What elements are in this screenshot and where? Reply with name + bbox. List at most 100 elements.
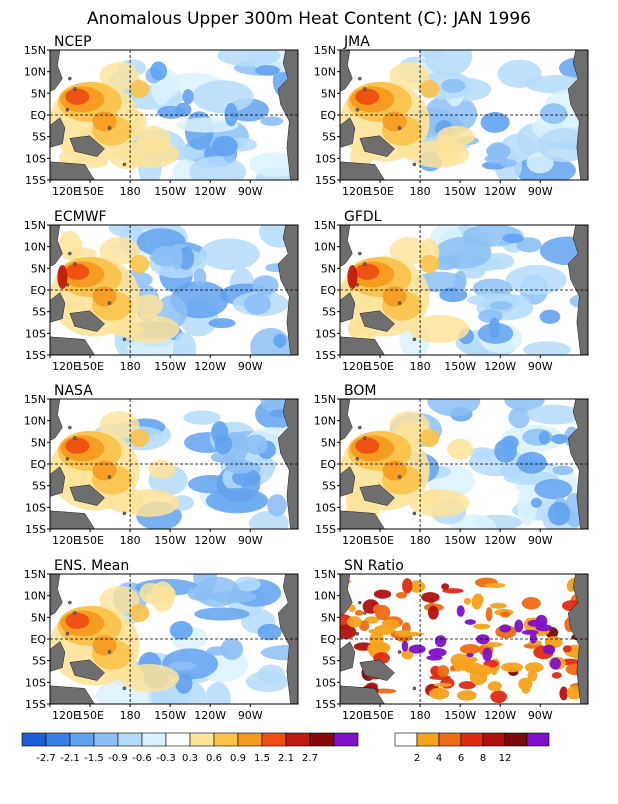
panel-label: SN Ratio — [344, 558, 404, 574]
y-tick-label: 10N — [24, 590, 46, 603]
y-tick-label: 15N — [24, 44, 46, 57]
y-tick-label: EQ — [320, 458, 336, 471]
colorbar-swatch — [165, 732, 191, 747]
y-tick-label: 5S — [32, 480, 46, 493]
x-tick-label: 90W — [528, 534, 553, 547]
y-tick-label: 10S — [25, 501, 46, 514]
x-tick-label: 150E — [366, 185, 394, 198]
x-tick-label: 120W — [194, 185, 226, 198]
map-field — [340, 399, 588, 529]
panel-label: BOM — [344, 383, 376, 399]
y-tick-label: EQ — [30, 458, 46, 471]
panel-label: NASA — [54, 383, 93, 399]
map-field — [340, 50, 588, 180]
x-tick-label: 120W — [484, 534, 516, 547]
panel-label: NCEP — [54, 34, 92, 50]
y-tick-label: 5N — [321, 436, 336, 449]
colorbar-swatch — [482, 732, 506, 747]
x-tick-label: 150W — [154, 185, 186, 198]
map-field — [50, 50, 298, 180]
colorbar-swatch — [285, 732, 311, 747]
colorbar-label: 0.3 — [182, 753, 198, 764]
y-tick-label: 10S — [315, 152, 336, 165]
colorbar-swatch — [333, 732, 359, 747]
y-tick-label: 15N — [24, 568, 46, 581]
y-tick-label: EQ — [320, 284, 336, 297]
y-tick-label: 10N — [24, 415, 46, 428]
y-tick-label: 5S — [322, 480, 336, 493]
y-tick-label: 10N — [24, 241, 46, 254]
y-tick-label: EQ — [320, 633, 336, 646]
colorbar-label: -1.5 — [84, 753, 104, 764]
colorbar-label: -0.6 — [132, 753, 152, 764]
x-tick-label: 120E — [342, 709, 370, 722]
y-tick-label: 10N — [314, 415, 336, 428]
y-tick-label: 15S — [25, 174, 46, 187]
colorbar-swatch — [526, 732, 550, 747]
x-tick-label: 120W — [484, 185, 516, 198]
y-tick-label: 5N — [321, 262, 336, 275]
panel-label: ECMWF — [54, 209, 107, 225]
x-tick-label: 90W — [528, 709, 553, 722]
y-tick-label: 5S — [322, 306, 336, 319]
colorbar-swatch — [504, 732, 528, 747]
y-tick-label: 5S — [322, 131, 336, 144]
colorbar-swatch — [213, 732, 239, 747]
y-tick-label: 15N — [314, 568, 336, 581]
y-tick-label: 10N — [314, 241, 336, 254]
x-tick-label: 150E — [366, 709, 394, 722]
x-tick-label: 150W — [444, 185, 476, 198]
colorbar-label: -2.7 — [36, 753, 56, 764]
colorbar-swatch — [117, 732, 143, 747]
x-tick-label: 180 — [410, 534, 431, 547]
y-tick-label: 10S — [25, 327, 46, 340]
x-tick-label: 120W — [484, 709, 516, 722]
y-tick-label: 5N — [31, 436, 46, 449]
x-tick-label: 90W — [528, 185, 553, 198]
y-tick-label: 15N — [24, 219, 46, 232]
x-tick-label: 90W — [238, 534, 263, 547]
colorbar-label: 4 — [436, 753, 442, 764]
colorbar-label: 2.7 — [302, 753, 318, 764]
colorbar-label: 0.6 — [206, 753, 222, 764]
x-tick-label: 180 — [120, 185, 141, 198]
colorbar-label: -2.1 — [60, 753, 80, 764]
colorbar-label: 1.5 — [254, 753, 270, 764]
map-field — [50, 574, 298, 704]
colorbar-label: 2 — [414, 753, 420, 764]
figure-title: Anomalous Upper 300m Heat Content (C): J… — [87, 9, 531, 29]
y-tick-label: 15S — [315, 174, 336, 187]
y-tick-label: 10N — [24, 66, 46, 79]
y-tick-label: 5S — [32, 306, 46, 319]
colorbar-swatch — [261, 732, 287, 747]
colorbar-label: 6 — [458, 753, 464, 764]
y-tick-label: 10N — [314, 590, 336, 603]
colorbar-swatch — [460, 732, 484, 747]
y-tick-label: 10S — [315, 676, 336, 689]
colorbar-swatch — [416, 732, 440, 747]
y-tick-label: 10S — [315, 501, 336, 514]
y-tick-label: 10S — [315, 327, 336, 340]
x-tick-label: 120W — [194, 360, 226, 373]
x-tick-label: 120E — [52, 360, 80, 373]
x-tick-label: 150E — [76, 360, 104, 373]
y-tick-label: EQ — [30, 633, 46, 646]
map-field — [340, 225, 588, 355]
colorbar-swatch — [141, 732, 167, 747]
x-tick-label: 180 — [410, 185, 431, 198]
x-tick-label: 90W — [528, 360, 553, 373]
x-tick-label: 120W — [194, 709, 226, 722]
x-tick-label: 150W — [444, 534, 476, 547]
x-tick-label: 180 — [120, 360, 141, 373]
y-tick-label: 15S — [25, 698, 46, 711]
x-tick-label: 150E — [366, 534, 394, 547]
panel-label: GFDL — [344, 209, 382, 225]
colorbar-label: -0.3 — [156, 753, 176, 764]
x-tick-label: 150W — [444, 360, 476, 373]
x-tick-label: 90W — [238, 709, 263, 722]
